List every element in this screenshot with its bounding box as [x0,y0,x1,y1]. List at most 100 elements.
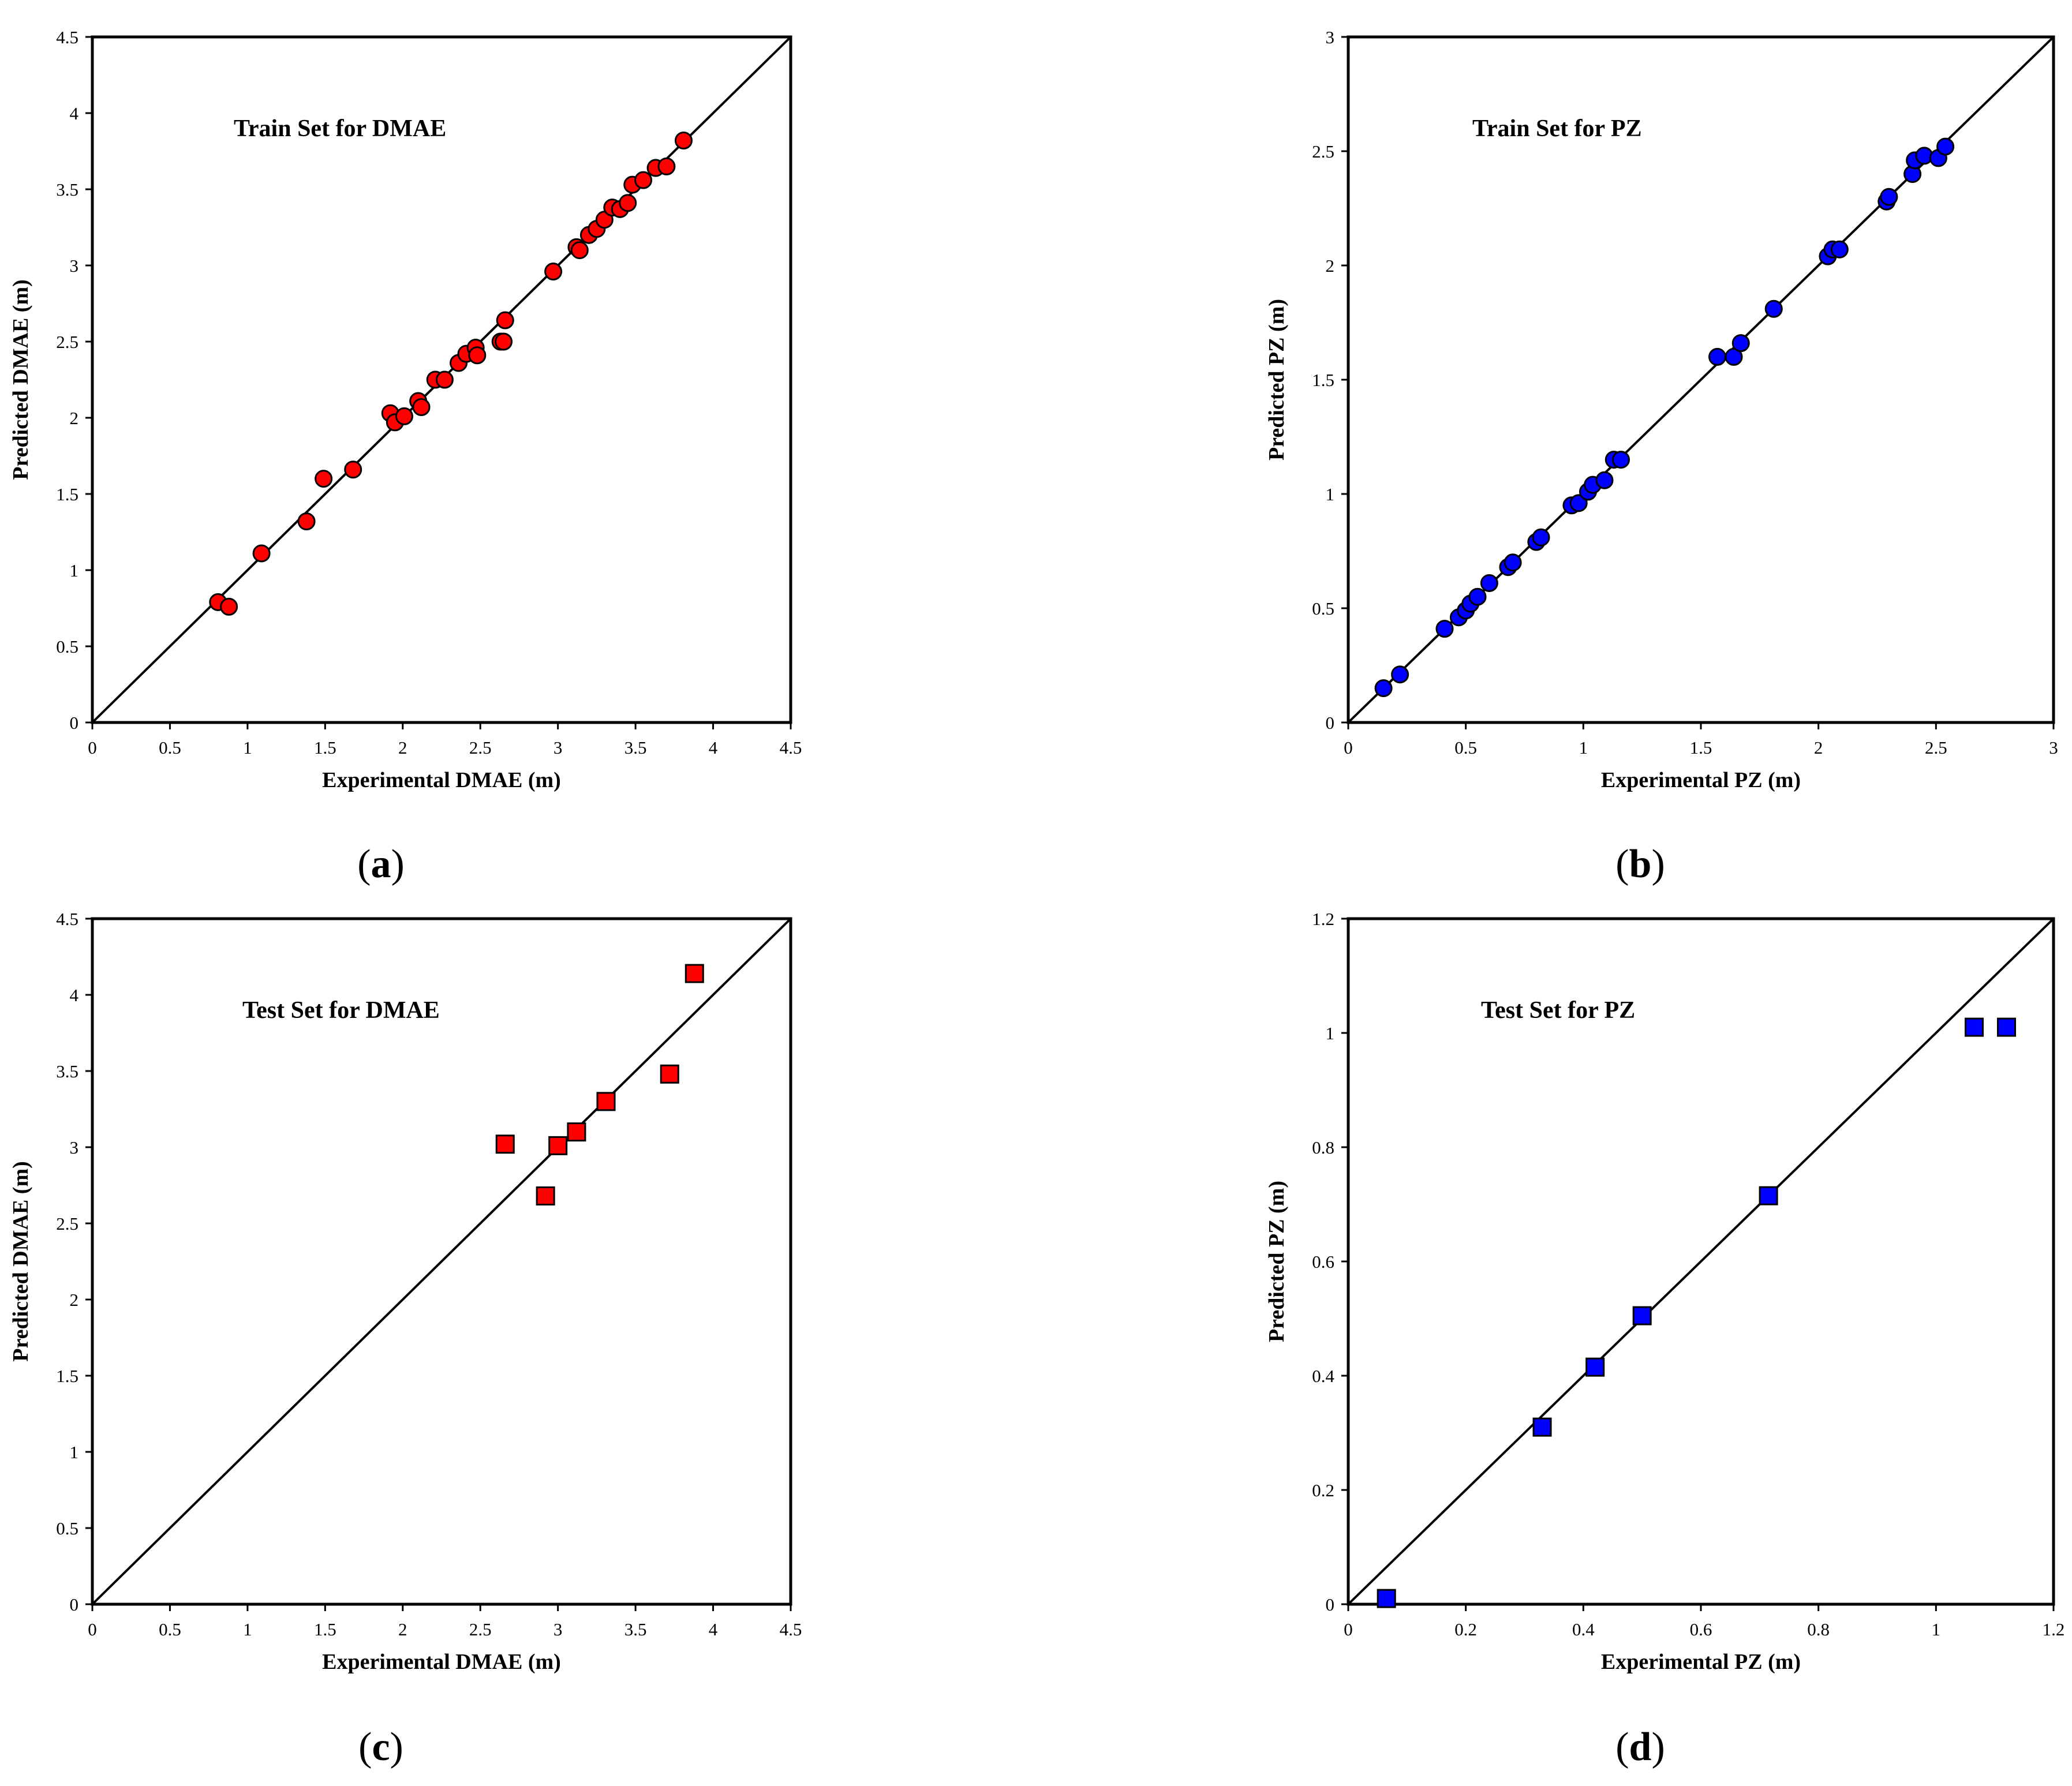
data-point [1595,471,1614,489]
data-point [1965,1017,1984,1037]
y-tick-label: 0.8 [1312,1137,1334,1158]
annotation: Test Set for PZ [1481,997,1635,1024]
x-tick-label: 3.5 [624,1619,647,1639]
y-tick-label: 0 [70,713,79,733]
data-point [315,470,333,488]
y-tick-label: 4 [70,103,79,123]
data-point [548,1136,568,1155]
y-tick-label: 4.5 [56,909,78,929]
y-tick-label: 3 [70,1137,79,1158]
y-tick-label: 2 [70,1290,79,1310]
annotation: Test Set for DMAE [242,997,440,1024]
x-tick-label: 2.5 [469,737,492,758]
reference-line [1347,918,2055,1605]
data-point [544,263,563,281]
data-point [1936,137,1955,156]
data-point [1480,574,1498,592]
x-axis-label: Experimental PZ (m) [1601,1650,1801,1674]
y-tick-label: 0 [70,1594,79,1615]
x-tick-label: 0 [1344,737,1353,758]
data-point [1435,620,1454,638]
x-tick-label: 1 [243,1619,252,1639]
panel-caption: (d) [1615,1725,1665,1769]
panel-caption: (b) [1615,842,1665,886]
data-point [495,1134,515,1154]
y-tick-label: 4 [70,985,79,1005]
data-point [435,370,454,389]
x-tick-label: 1 [1579,737,1588,758]
x-tick-label: 2 [398,1619,407,1639]
y-tick-label: 0.2 [1312,1480,1334,1500]
data-point [1569,494,1588,512]
y-tick-label: 2 [70,408,79,428]
data-point [1880,188,1898,206]
x-tick-label: 1.2 [2043,1619,2065,1639]
x-tick-label: 4.5 [780,737,802,758]
y-tick-label: 3.5 [56,179,78,200]
data-point [1632,1306,1652,1326]
annotation: Train Set for PZ [1472,115,1642,142]
y-tick-label: 1.5 [1312,370,1334,390]
data-point [1764,299,1783,318]
data-point [1391,665,1409,684]
data-point [1503,553,1522,572]
y-tick-label: 0 [1326,713,1335,733]
panel-caption: (c) [358,1725,403,1769]
panel-c: 0 0.5 1 1.5 2 2.5 3 3.5 4 4.5 0 0.5 1 1.5 2 2.5 3 3.5 4 4.5… [9,909,802,1769]
data-point [412,398,431,417]
data-point [685,964,704,983]
y-tick-label: 2.5 [1312,141,1334,162]
x-axis-label: Experimental DMAE (m) [322,768,561,792]
panel-caption: (a) [357,842,405,886]
data-point [1759,1186,1778,1205]
data-point [1612,451,1630,469]
y-tick-label: 1 [1326,1023,1335,1043]
x-axis-label: Experimental DMAE (m) [322,1650,561,1674]
x-tick-label: 2 [398,737,407,758]
data-point [1377,1589,1396,1608]
data-point [660,1064,679,1084]
panel-b: 0 0.5 1 1.5 2 2.5 3 0 0.5 1 1.5 2 2.5 3 Train Set for … [1265,27,2058,886]
y-axis-label: Predicted PZ (m) [1265,299,1289,460]
y-tick-label: 1 [70,1442,79,1462]
plot-frame [91,35,792,724]
y-tick-label: 1 [1326,484,1335,504]
data-point [220,597,238,616]
x-tick-label: 2 [1814,737,1823,758]
data-point [496,311,514,330]
data-point [1374,679,1393,698]
data-point [1532,1417,1552,1437]
data-point [297,512,316,531]
y-tick-label: 1.5 [56,484,78,504]
data-point [1708,347,1727,366]
data-point [567,1122,586,1142]
x-tick-label: 1.5 [314,737,336,758]
y-tick-label: 2 [1326,256,1335,276]
plot-frame [91,917,792,1606]
y-tick-label: 3 [1326,27,1335,47]
x-tick-label: 4.5 [780,1619,802,1639]
x-axis-label: Experimental PZ (m) [1601,768,1801,792]
data-point [1830,240,1849,259]
data-point [495,332,513,351]
x-tick-label: 1.5 [1690,737,1712,758]
data-point [634,171,653,189]
data-point [252,544,271,563]
data-point [468,346,487,365]
y-tick-label: 0.5 [56,1518,78,1538]
annotation: Train Set for DMAE [234,115,446,142]
x-tick-label: 0.2 [1454,1619,1477,1639]
data-point [1468,587,1487,606]
x-tick-label: 1 [243,737,252,758]
x-tick-label: 3 [553,737,563,758]
panel-a: 0 0.5 1 1.5 2 2.5 3 3.5 4 4.5 0 0.5 1 1.5 2 2.5 3 3.5 4 4.5… [9,27,802,886]
reference-line [91,918,792,1605]
y-tick-label: 1 [70,560,79,581]
data-point [1532,528,1550,546]
data-point [570,241,589,260]
x-tick-label: 3.5 [624,737,647,758]
x-tick-label: 4 [709,737,718,758]
y-tick-label: 2.5 [56,1214,78,1234]
x-tick-label: 0 [88,737,97,758]
